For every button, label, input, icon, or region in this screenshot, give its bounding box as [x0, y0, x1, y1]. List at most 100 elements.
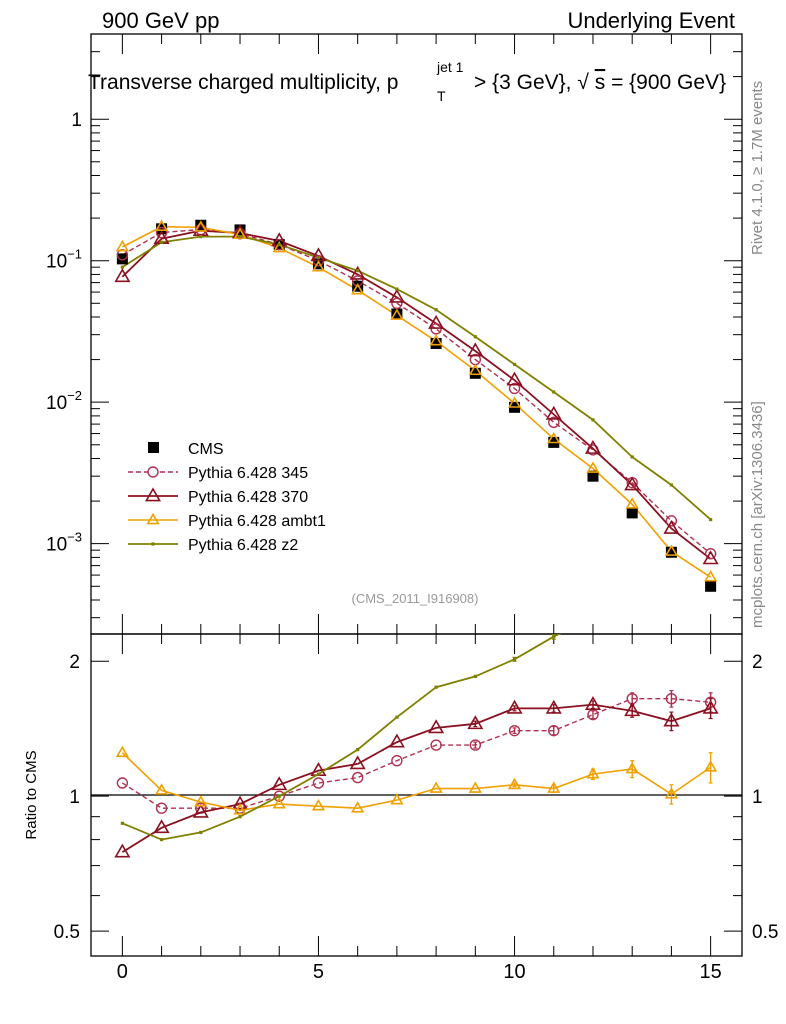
plot-title-prefix: Transverse charged multiplicity, p	[88, 71, 398, 94]
ratio-point-ambt1	[625, 761, 639, 774]
legend-label-z2: Pythia 6.428 z2	[188, 537, 298, 554]
ratio-point-ambt1	[351, 801, 365, 813]
p370-point	[545, 405, 562, 420]
ratio-point-p370	[153, 819, 170, 834]
ratio-point-p345	[351, 771, 364, 784]
p345-point	[548, 416, 560, 429]
legend-marker-cms	[148, 442, 159, 453]
cms-point	[116, 253, 128, 265]
ratio-point-z2	[316, 772, 321, 776]
legend: CMS Pythia 6.428 345 Pythia 6.428 370 Pythi…	[128, 441, 326, 554]
plot-title-rest: > {3 GeV}, √ s = {900 GeV}	[474, 71, 726, 94]
ratio-point-z2	[238, 815, 242, 819]
legend-item-z2: Pythia 6.428 z2	[128, 537, 298, 554]
header-right: Underlying Event	[567, 8, 735, 33]
ratio-point-z2	[356, 748, 360, 752]
ratio-ylabel: Ratio to CMS	[23, 750, 40, 839]
legend-marker-ambt1	[146, 512, 160, 525]
z2-point	[120, 265, 124, 269]
ambt1-point	[586, 461, 600, 473]
ratio-point-p370	[506, 699, 523, 714]
ratio-line-p370	[121, 703, 711, 853]
z2-point	[395, 287, 399, 291]
cms-point	[626, 507, 638, 519]
ratio-point-ambt1	[233, 803, 247, 815]
ambt1-point	[311, 260, 326, 272]
legend-label-p370: Pythia 6.428 370	[188, 489, 308, 506]
main-y-tick-label: 1	[71, 110, 82, 131]
plot-title-suffix: = {900 GeV}	[611, 71, 726, 94]
ratio-point-p370	[467, 715, 484, 730]
z2-point	[512, 362, 517, 366]
ambt1-point	[625, 497, 639, 509]
ambt1-point	[664, 544, 679, 556]
p370-point	[584, 439, 602, 454]
z2-point	[669, 483, 674, 487]
ratio-y-tick-label: 0.5	[54, 922, 80, 943]
ambt1-point	[115, 239, 129, 252]
ambt1-point	[704, 570, 718, 582]
ratio-y-tick-label: 1	[69, 787, 80, 808]
ratio-y-tick-label-right: 2	[752, 652, 763, 673]
ratio-point-z2	[473, 674, 477, 678]
plot-title-middle: > {3 GeV},	[474, 71, 577, 94]
legend-item-p370: Pythia 6.428 370	[128, 487, 308, 506]
p345-point	[508, 382, 521, 395]
ambt1-point	[154, 219, 169, 232]
ratio-point-p370	[349, 755, 366, 770]
ratio-point-ambt1	[586, 766, 600, 779]
cms-point	[391, 308, 403, 320]
main-y-tick-label: 10−2	[46, 388, 82, 414]
ratio-point-p370	[388, 733, 405, 748]
z2-point	[591, 418, 595, 422]
p345-point	[273, 238, 285, 251]
plot-title-s: s	[595, 71, 606, 94]
z2-point	[316, 256, 321, 260]
ambt1-point	[194, 220, 208, 232]
legend-label-p345: Pythia 6.428 345	[188, 465, 308, 482]
analysis-tag: (CMS_2011_I916908)	[352, 591, 479, 606]
p370-point	[349, 265, 366, 280]
ratio-point-p345	[469, 739, 482, 751]
ratio-point-p345	[430, 739, 442, 751]
legend-marker-z2	[151, 542, 155, 546]
ratio-point-z2	[395, 715, 399, 719]
p370-point	[624, 476, 641, 491]
main-axes: 1 10−1 10−2 10−3	[46, 33, 742, 634]
ratio-point-ambt1	[390, 792, 404, 805]
ratio-point-p370	[545, 699, 562, 714]
ratio-point-ambt1	[311, 799, 326, 811]
ratio-point-p370	[114, 843, 131, 858]
series-line-z2	[121, 235, 712, 521]
ratio-point-z2	[277, 794, 281, 798]
z2-point	[159, 240, 164, 244]
ratio-point-ambt1	[429, 781, 443, 793]
legend-label-cms: CMS	[188, 441, 224, 458]
z2-point	[434, 308, 438, 312]
ratio-point-p345	[116, 777, 129, 789]
ratio-point-p370	[663, 712, 680, 727]
p345-point	[155, 226, 168, 239]
main-y-tick-label: 10−3	[46, 530, 82, 556]
ratio-point-p370	[584, 696, 602, 711]
z2-point	[277, 242, 281, 247]
ratio-x-tick-label: 10	[503, 961, 525, 983]
ratio-point-ambt1	[115, 745, 129, 758]
ratio-point-p345	[155, 802, 168, 814]
ratio-point-z2	[199, 830, 203, 835]
z2-point	[630, 455, 634, 459]
header-left: 900 GeV pp	[102, 8, 219, 33]
plot-title: Transverse charged multiplicity, p	[88, 71, 398, 94]
ambt1-point	[507, 396, 522, 408]
p345-point	[391, 297, 403, 309]
cms-point	[312, 258, 324, 270]
ratio-point-ambt1	[154, 783, 169, 795]
ratio-point-p345	[665, 692, 678, 705]
ratio-point-z2	[512, 657, 517, 661]
p370-point	[114, 268, 131, 283]
ratio-point-p345	[508, 724, 521, 737]
ratio-point-p345	[312, 777, 325, 789]
ratio-y-tick-label: 2	[69, 652, 80, 673]
ratio-x-tick-label: 0	[117, 961, 128, 983]
legend-item-cms: CMS	[148, 441, 224, 458]
